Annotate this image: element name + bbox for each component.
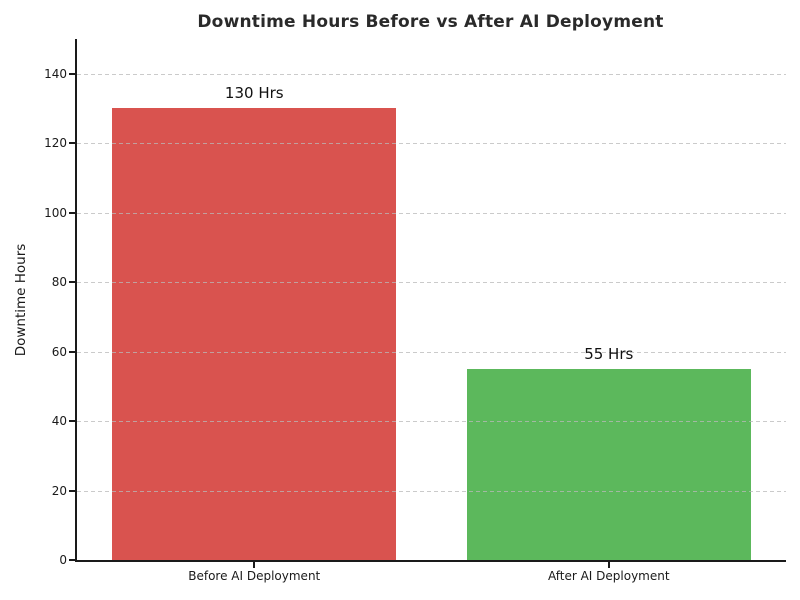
gridline-y-80	[77, 282, 786, 284]
y-tick-label-40: 40	[51, 414, 67, 429]
x-tick-mark-before	[253, 562, 256, 568]
y-tick-mark-40	[69, 420, 75, 423]
y-tick-label-120: 120	[44, 136, 67, 151]
y-tick-label-140: 140	[44, 66, 67, 81]
y-axis-label: Downtime Hours	[13, 243, 29, 357]
bar-before	[112, 108, 397, 560]
gridline-y-120	[77, 143, 786, 145]
y-tick-mark-0	[69, 559, 75, 561]
y-tick-mark-60	[69, 350, 75, 353]
gridline-y-140	[77, 73, 786, 75]
bar-value-label-before: 130 Hrs	[224, 84, 284, 103]
x-tick-label-before: Before AI Deployment	[188, 569, 321, 583]
y-tick-label-20: 20	[51, 483, 67, 498]
gridline-y-100	[77, 212, 786, 214]
y-tick-label-80: 80	[51, 275, 67, 290]
bar-value-label-after: 55 Hrs	[584, 344, 634, 363]
y-tick-mark-100	[69, 211, 75, 214]
plot-area: 0 20 40 60 80 100 120 140 130 Hrs Before AI Deplo…	[44, 39, 786, 583]
gridline-y-40	[77, 421, 786, 423]
bar-after	[466, 368, 751, 560]
gridline-y-60	[77, 351, 786, 353]
y-tick-label-0: 0	[59, 553, 67, 567]
y-tick-mark-140	[69, 72, 75, 75]
chart-title: Downtime Hours Before vs After AI Deploy…	[197, 12, 664, 32]
x-tick-mark-after	[607, 562, 610, 568]
y-tick-mark-120	[69, 142, 75, 145]
gridline-y-20	[77, 490, 786, 492]
y-tick-label-60: 60	[51, 344, 67, 359]
y-tick-mark-20	[69, 489, 75, 492]
y-tick-mark-80	[69, 281, 75, 284]
y-tick-label-100: 100	[44, 205, 67, 220]
x-tick-label-after: After AI Deployment	[547, 569, 670, 583]
